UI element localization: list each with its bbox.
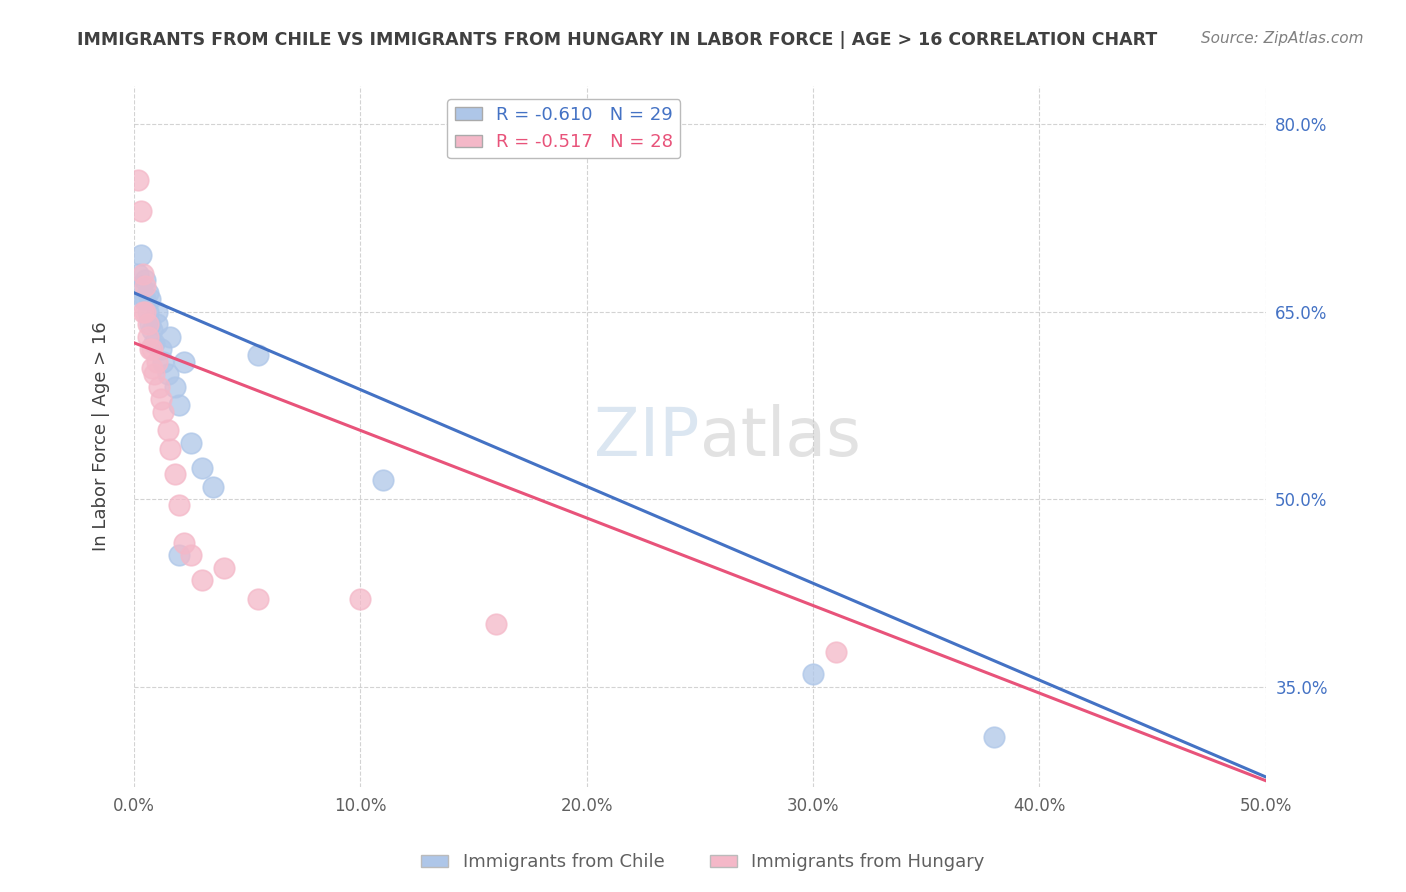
Point bbox=[145, 354, 167, 368]
Point bbox=[824, 645, 846, 659]
Point bbox=[180, 549, 202, 563]
Point bbox=[202, 480, 225, 494]
Point bbox=[159, 329, 181, 343]
Point bbox=[163, 467, 186, 482]
Point bbox=[129, 279, 152, 293]
Point bbox=[141, 360, 163, 375]
Point bbox=[156, 367, 179, 381]
Point bbox=[349, 592, 371, 607]
Point bbox=[173, 536, 195, 550]
Point bbox=[132, 292, 155, 306]
Point bbox=[143, 367, 166, 381]
Point bbox=[136, 285, 159, 300]
Point bbox=[145, 304, 167, 318]
Point bbox=[150, 342, 173, 356]
Point bbox=[163, 379, 186, 393]
Point bbox=[152, 354, 174, 368]
Text: IMMIGRANTS FROM CHILE VS IMMIGRANTS FROM HUNGARY IN LABOR FORCE | AGE > 16 CORRE: IMMIGRANTS FROM CHILE VS IMMIGRANTS FROM… bbox=[77, 31, 1157, 49]
Text: Source: ZipAtlas.com: Source: ZipAtlas.com bbox=[1201, 31, 1364, 46]
Point bbox=[167, 549, 190, 563]
Point bbox=[167, 398, 190, 412]
Point bbox=[983, 730, 1005, 744]
Point bbox=[159, 442, 181, 456]
Point bbox=[127, 173, 149, 187]
Point bbox=[191, 574, 214, 588]
Point bbox=[139, 317, 162, 331]
Point bbox=[132, 304, 155, 318]
Point bbox=[247, 592, 270, 607]
Point bbox=[156, 423, 179, 437]
Point bbox=[136, 317, 159, 331]
Point bbox=[134, 273, 156, 287]
Point bbox=[129, 248, 152, 262]
Point bbox=[129, 204, 152, 219]
Y-axis label: In Labor Force | Age > 16: In Labor Force | Age > 16 bbox=[93, 322, 110, 551]
Point bbox=[371, 474, 394, 488]
Point bbox=[127, 267, 149, 281]
Point bbox=[136, 304, 159, 318]
Point bbox=[150, 392, 173, 406]
Point bbox=[191, 461, 214, 475]
Point bbox=[134, 304, 156, 318]
Point bbox=[141, 342, 163, 356]
Point bbox=[139, 342, 162, 356]
Point bbox=[139, 292, 162, 306]
Legend: Immigrants from Chile, Immigrants from Hungary: Immigrants from Chile, Immigrants from H… bbox=[415, 847, 991, 879]
Point bbox=[148, 379, 170, 393]
Point bbox=[145, 317, 167, 331]
Point bbox=[214, 561, 236, 575]
Point bbox=[134, 292, 156, 306]
Point bbox=[152, 404, 174, 418]
Point bbox=[485, 617, 508, 632]
Text: atlas: atlas bbox=[700, 403, 860, 469]
Point bbox=[247, 348, 270, 362]
Point bbox=[132, 267, 155, 281]
Point bbox=[136, 329, 159, 343]
Text: ZIP: ZIP bbox=[595, 403, 700, 469]
Point bbox=[141, 323, 163, 337]
Point bbox=[180, 435, 202, 450]
Point bbox=[143, 335, 166, 350]
Point bbox=[801, 667, 824, 681]
Point bbox=[134, 279, 156, 293]
Legend: R = -0.610   N = 29, R = -0.517   N = 28: R = -0.610 N = 29, R = -0.517 N = 28 bbox=[447, 99, 681, 159]
Point bbox=[167, 499, 190, 513]
Point bbox=[173, 354, 195, 368]
